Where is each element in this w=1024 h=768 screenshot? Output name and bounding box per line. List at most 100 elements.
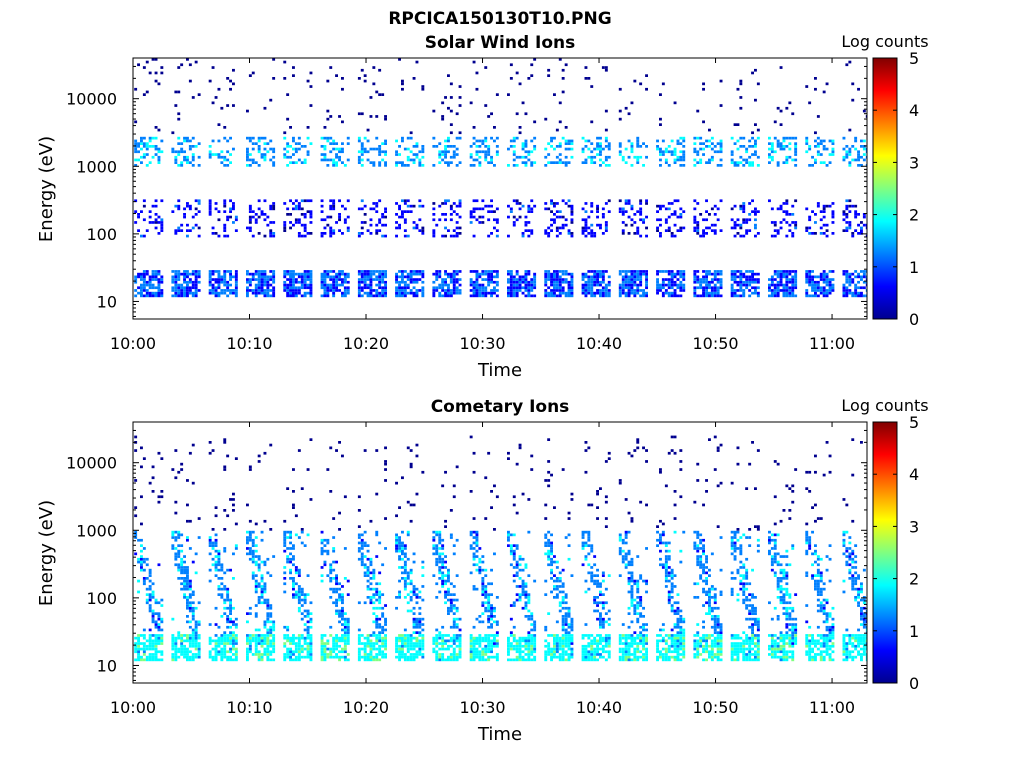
heatmap-cell xyxy=(444,566,447,569)
heatmap-cell xyxy=(581,161,585,164)
heatmap-cell xyxy=(567,280,571,284)
heatmap-cell xyxy=(326,215,330,219)
heatmap-cell xyxy=(857,150,860,154)
heatmap-cell xyxy=(223,601,227,605)
heatmap-cell xyxy=(343,620,347,624)
heatmap-cell xyxy=(343,294,347,298)
heatmap-cell xyxy=(770,275,774,279)
heatmap-cell xyxy=(246,547,249,550)
heatmap-cell xyxy=(366,566,370,569)
heatmap-cell xyxy=(791,204,795,208)
heatmap-cell xyxy=(441,117,445,121)
heatmap-cell xyxy=(234,544,238,547)
heatmap-cell xyxy=(246,655,249,659)
y-tick-label: 1000 xyxy=(76,157,117,176)
heatmap-cell xyxy=(254,142,258,145)
heatmap-cell xyxy=(357,280,361,284)
heatmap-cell xyxy=(584,226,588,230)
heatmap-cell xyxy=(490,161,493,164)
heatmap-cell xyxy=(401,291,404,295)
heatmap-cell xyxy=(174,658,178,662)
heatmap-cell xyxy=(346,620,350,624)
heatmap-cell xyxy=(509,286,513,290)
heatmap-cell xyxy=(251,147,255,151)
heatmap-cell xyxy=(475,272,479,276)
heatmap-cell xyxy=(369,207,373,211)
heatmap-cell xyxy=(432,552,436,556)
heatmap-cell xyxy=(378,161,382,164)
heatmap-cell xyxy=(739,280,743,284)
heatmap-cell xyxy=(257,628,261,632)
heatmap-cell xyxy=(667,150,671,154)
heatmap-cell xyxy=(300,145,304,148)
heatmap-cell xyxy=(435,636,439,640)
heatmap-cell xyxy=(142,577,146,580)
heatmap-cell xyxy=(469,155,473,159)
heatmap-cell xyxy=(234,636,238,640)
heatmap-cell xyxy=(248,533,252,537)
heatmap-cell xyxy=(633,270,637,273)
heatmap-cell xyxy=(406,571,410,575)
heatmap-cell xyxy=(584,272,588,276)
heatmap-cell xyxy=(154,623,158,626)
heatmap-cell xyxy=(171,617,175,621)
heatmap-cell xyxy=(645,275,648,279)
heatmap-cell xyxy=(507,289,510,292)
heatmap-cell xyxy=(469,101,473,105)
heatmap-cell xyxy=(713,204,717,208)
heatmap-cell xyxy=(444,150,447,154)
heatmap-cell xyxy=(567,286,571,290)
heatmap-cell xyxy=(140,566,143,569)
heatmap-cell xyxy=(558,153,562,156)
heatmap-cell xyxy=(493,275,496,279)
heatmap-cell xyxy=(444,593,447,596)
heatmap-cell xyxy=(822,204,826,208)
heatmap-cell xyxy=(263,280,267,284)
heatmap-cell xyxy=(157,658,161,662)
heatmap-cell xyxy=(754,223,757,227)
heatmap-cell xyxy=(329,625,333,629)
heatmap-cell xyxy=(667,270,671,273)
heatmap-cell xyxy=(661,150,665,154)
heatmap-cell xyxy=(223,275,227,279)
heatmap-cell xyxy=(375,593,379,596)
heatmap-cell xyxy=(226,294,230,298)
heatmap-cell xyxy=(527,291,531,295)
x-tick-label: 10:50 xyxy=(692,334,738,353)
heatmap-cell xyxy=(406,210,410,213)
heatmap-cell xyxy=(716,207,720,211)
heatmap-cell xyxy=(263,272,267,276)
heatmap-cell xyxy=(381,234,385,238)
heatmap-cell xyxy=(263,636,267,640)
heatmap-cell xyxy=(507,278,510,281)
heatmap-cell xyxy=(696,109,700,113)
heatmap-cell xyxy=(730,294,734,298)
heatmap-cell xyxy=(696,280,700,284)
heatmap-cell xyxy=(263,270,267,273)
heatmap-cell xyxy=(269,234,273,238)
heatmap-cell xyxy=(154,601,158,605)
heatmap-cell xyxy=(395,139,398,143)
heatmap-cell xyxy=(679,158,683,162)
heatmap-cell xyxy=(154,642,158,645)
heatmap-cell xyxy=(395,280,398,284)
heatmap-cell xyxy=(134,150,138,154)
heatmap-cell xyxy=(211,283,215,287)
heatmap-cell xyxy=(854,136,858,140)
heatmap-cell xyxy=(455,221,459,224)
heatmap-cell xyxy=(251,549,255,553)
heatmap-cell xyxy=(659,289,662,292)
heatmap-cell xyxy=(157,617,161,621)
heatmap-cell xyxy=(272,272,276,276)
heatmap-cell xyxy=(599,164,602,167)
heatmap-cell xyxy=(381,639,385,643)
heatmap-cell xyxy=(183,587,186,591)
heatmap-cell xyxy=(335,577,338,580)
heatmap-cell xyxy=(438,566,442,569)
heatmap-cell xyxy=(441,213,445,216)
heatmap-cell xyxy=(490,158,493,162)
heatmap-cell xyxy=(272,291,276,295)
heatmap-cell xyxy=(435,655,439,659)
heatmap-cell xyxy=(739,79,743,83)
